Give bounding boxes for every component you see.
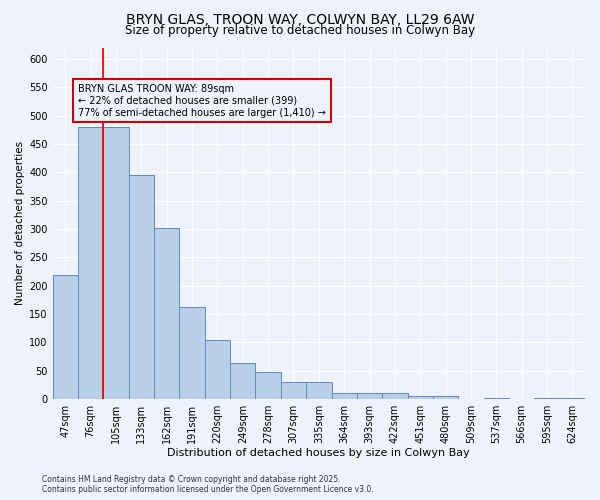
Text: Contains HM Land Registry data © Crown copyright and database right 2025.
Contai: Contains HM Land Registry data © Crown c… xyxy=(42,474,374,494)
Bar xyxy=(306,382,332,399)
Y-axis label: Number of detached properties: Number of detached properties xyxy=(15,141,25,306)
Bar xyxy=(154,228,179,399)
X-axis label: Distribution of detached houses by size in Colwyn Bay: Distribution of detached houses by size … xyxy=(167,448,470,458)
Bar xyxy=(103,127,129,399)
Bar xyxy=(230,363,256,399)
Bar xyxy=(382,394,407,399)
Text: BRYN GLAS TROON WAY: 89sqm
← 22% of detached houses are smaller (399)
77% of sem: BRYN GLAS TROON WAY: 89sqm ← 22% of deta… xyxy=(78,84,326,117)
Bar xyxy=(205,340,230,399)
Bar xyxy=(179,306,205,399)
Bar xyxy=(256,372,281,399)
Bar xyxy=(357,394,382,399)
Text: BRYN GLAS, TROON WAY, COLWYN BAY, LL29 6AW: BRYN GLAS, TROON WAY, COLWYN BAY, LL29 6… xyxy=(126,12,474,26)
Text: Size of property relative to detached houses in Colwyn Bay: Size of property relative to detached ho… xyxy=(125,24,475,37)
Bar xyxy=(535,398,560,399)
Bar xyxy=(53,276,78,399)
Bar xyxy=(332,394,357,399)
Bar xyxy=(560,398,585,399)
Bar xyxy=(281,382,306,399)
Bar xyxy=(433,396,458,399)
Bar xyxy=(407,396,433,399)
Bar xyxy=(484,398,509,399)
Bar xyxy=(129,175,154,399)
Bar xyxy=(78,127,103,399)
